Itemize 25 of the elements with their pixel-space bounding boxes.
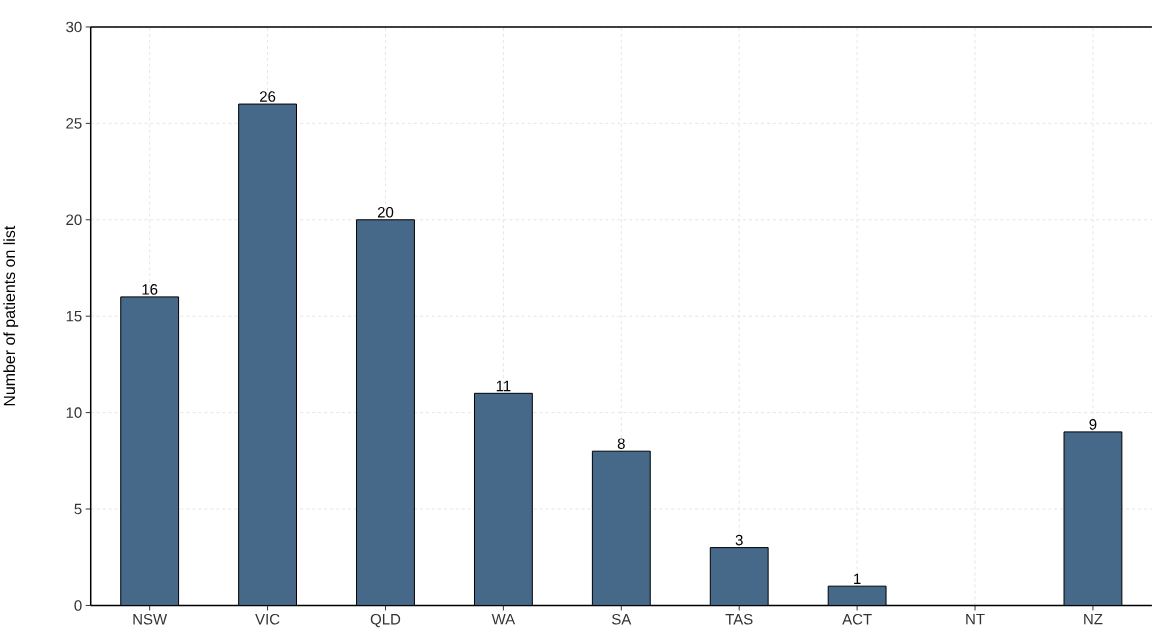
y-tick-label: 5 bbox=[74, 503, 82, 515]
data-label: 11 bbox=[496, 380, 511, 391]
x-tick-label: NSW bbox=[133, 613, 168, 625]
x-tick-label: WA bbox=[491, 613, 516, 625]
data-label: 9 bbox=[1089, 418, 1097, 430]
data-label: 16 bbox=[142, 283, 158, 295]
y-tick-label: 0 bbox=[74, 599, 82, 611]
x-tick-label: VIC bbox=[255, 613, 280, 625]
data-label: 20 bbox=[377, 206, 394, 218]
data-label: 3 bbox=[735, 534, 743, 546]
y-tick-label: 25 bbox=[66, 117, 82, 129]
y-tick-label: 10 bbox=[66, 407, 82, 418]
y-tick-label: 30 bbox=[66, 21, 82, 33]
x-tick-label: TAS bbox=[725, 613, 753, 625]
x-tick-label: SA bbox=[612, 613, 632, 625]
data-label: 8 bbox=[617, 438, 625, 449]
x-tick-label: NZ bbox=[1084, 613, 1103, 625]
x-tick-label: ACT bbox=[842, 613, 872, 625]
data-label: 26 bbox=[260, 91, 276, 102]
x-tick-label: NT bbox=[966, 613, 985, 625]
y-axis-title: Number of patients on list bbox=[3, 225, 19, 406]
x-tick-label: QLD bbox=[370, 613, 401, 628]
data-label: 1 bbox=[854, 573, 861, 584]
y-tick-label: 15 bbox=[66, 310, 82, 322]
y-tick-label: 20 bbox=[66, 214, 82, 225]
